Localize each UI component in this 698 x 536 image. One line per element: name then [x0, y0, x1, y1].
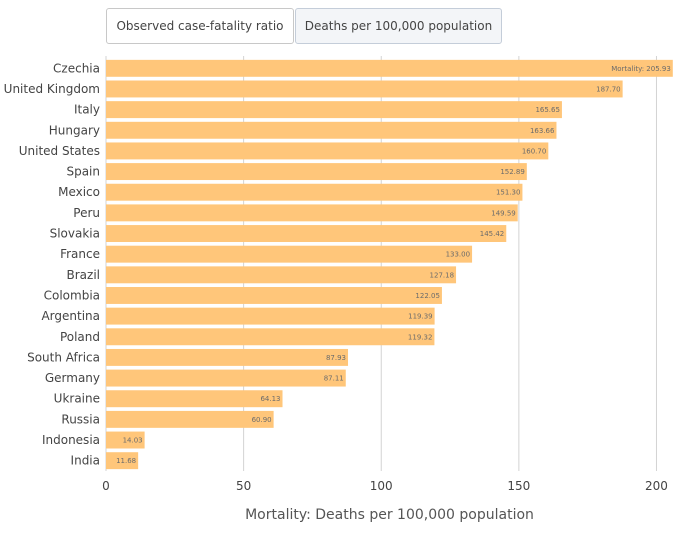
bar-slovakia[interactable]: [106, 225, 507, 242]
category-label: South Africa: [27, 350, 100, 364]
bar-poland[interactable]: [106, 328, 435, 346]
data-label: 152.89: [500, 168, 525, 176]
bars: [106, 59, 673, 470]
data-label: 64.13: [260, 395, 280, 403]
bar-ukraine[interactable]: [106, 390, 283, 408]
x-tick-label: 100: [370, 479, 393, 493]
category-label: Colombia: [44, 288, 100, 302]
data-label: 87.11: [324, 375, 344, 383]
category-label: Spain: [66, 165, 100, 179]
category-label: Italy: [74, 103, 100, 117]
bar-germany[interactable]: [106, 369, 346, 387]
x-axis-ticks: 0 50 100 150 200: [102, 479, 668, 493]
data-label: 122.05: [415, 292, 440, 300]
category-label: Poland: [60, 330, 100, 344]
data-label: 163.66: [530, 127, 555, 135]
category-label: United States: [19, 144, 100, 158]
data-label: Mortality: 205.93: [611, 65, 671, 73]
bar-peru[interactable]: [106, 204, 518, 222]
bar-india[interactable]: [106, 452, 139, 470]
x-tick-label: 150: [507, 479, 530, 493]
bar-colombia[interactable]: [106, 287, 442, 304]
category-label: Germany: [45, 371, 100, 385]
x-tick-label: 50: [236, 479, 251, 493]
category-label: Indonesia: [42, 433, 100, 447]
category-label: Brazil: [67, 268, 101, 282]
category-label: France: [60, 247, 100, 261]
data-label: 145.42: [480, 230, 505, 238]
bar-argentina[interactable]: [106, 307, 435, 325]
category-label: Ukraine: [54, 392, 100, 406]
category-label: Hungary: [49, 123, 100, 137]
data-label: 87.93: [326, 354, 346, 362]
data-label: 127.18: [430, 271, 455, 279]
data-label: 14.03: [123, 437, 143, 445]
bar-spain[interactable]: [106, 163, 527, 181]
tab-deaths-per-100000-population[interactable]: Deaths per 100,000 population: [295, 8, 502, 44]
bar-south-africa[interactable]: [106, 348, 349, 366]
data-label: 160.70: [522, 147, 547, 155]
bar-france[interactable]: [106, 245, 473, 263]
data-label: 60.90: [252, 416, 272, 424]
data-label: 149.59: [491, 209, 516, 217]
x-tick-label: 200: [645, 479, 668, 493]
data-label: 165.65: [535, 106, 560, 114]
category-label: India: [71, 454, 100, 468]
category-label: United Kingdom: [4, 82, 100, 96]
category-label: Russia: [61, 412, 100, 426]
bar-united-states[interactable]: [106, 142, 549, 160]
category-labels: Czechia United Kingdom Italy Hungary United …: [4, 61, 100, 467]
data-label: 187.70: [596, 85, 621, 93]
bar-italy[interactable]: [106, 101, 562, 119]
bar-hungary[interactable]: [106, 121, 557, 139]
bar-mexico[interactable]: [106, 183, 523, 201]
bar-russia[interactable]: [106, 410, 274, 428]
category-label: Czechia: [53, 61, 100, 75]
data-label: 119.32: [408, 333, 433, 341]
tab-bar: Observed case-fatality ratio Deaths per …: [106, 8, 503, 44]
category-label: Argentina: [41, 309, 100, 323]
bar-czechia[interactable]: [106, 59, 673, 77]
category-label: Peru: [73, 206, 100, 220]
data-label: 133.00: [446, 251, 471, 259]
data-label: 151.30: [496, 189, 521, 197]
x-axis-title: Mortality: Deaths per 100,000 population: [245, 507, 534, 523]
data-label: 119.39: [408, 313, 433, 321]
data-label: 11.68: [116, 457, 136, 465]
bar-united-kingdom[interactable]: [106, 80, 623, 98]
category-label: Slovakia: [50, 227, 100, 241]
x-tick-label: 0: [102, 479, 110, 493]
bar-indonesia[interactable]: [106, 431, 145, 449]
bar-brazil[interactable]: [106, 266, 457, 284]
grid-lines: [105, 56, 657, 471]
data-labels: Mortality: 205.93 187.70 165.65 163.66 160.7…: [116, 65, 671, 465]
category-label: Mexico: [58, 185, 100, 199]
tab-observed-case-fatality-ratio[interactable]: Observed case-fatality ratio: [106, 8, 294, 44]
